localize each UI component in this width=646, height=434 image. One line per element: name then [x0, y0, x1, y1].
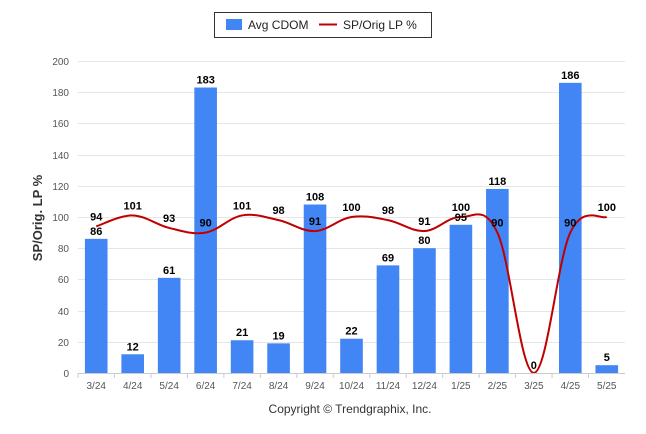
copyright-text: Copyright © Trendgraphix, Inc.	[269, 402, 432, 416]
line-data-label: 93	[163, 213, 175, 225]
data-labels: 86 12 61 183 21 19 108 22 69 80 95 118 0 186 5 94 101 93 9…	[90, 70, 616, 372]
x-tick-label: 2/25	[488, 381, 508, 392]
bar-avg-cdom[interactable]	[121, 354, 145, 373]
y-axis-ticks: 0 20 40 60 80 100 120 140 160 180 200	[52, 57, 69, 380]
line-data-label: 100	[342, 202, 360, 214]
bars	[84, 82, 619, 374]
bar-avg-cdom[interactable]	[303, 204, 327, 373]
x-tick-label: 3/25	[524, 381, 544, 392]
line-data-label: 101	[233, 200, 251, 212]
bar-data-label: 86	[90, 226, 102, 238]
legend[interactable]: Avg CDOM SP/Orig LP %	[214, 12, 432, 38]
y-tick-label: 100	[52, 213, 69, 224]
bar-avg-cdom[interactable]	[449, 224, 473, 373]
y-tick-label: 140	[52, 151, 69, 162]
y-tick-label: 200	[52, 57, 69, 68]
line-data-label: 98	[382, 205, 394, 217]
y-axis-title: SP/Orig. LP %	[30, 174, 45, 261]
legend-swatch-avg-cdom	[226, 19, 242, 30]
line-data-label: 90	[564, 218, 576, 230]
line-data-label: 101	[124, 200, 142, 212]
bar-avg-cdom[interactable]	[230, 340, 254, 373]
bar-data-label: 95	[455, 212, 467, 224]
bar-data-label: 22	[345, 326, 357, 338]
bar-avg-cdom[interactable]	[486, 188, 509, 373]
y-tick-label: 0	[63, 369, 69, 380]
bar-avg-cdom[interactable]	[340, 338, 363, 373]
legend-label-sp-orig-lp: SP/Orig LP %	[343, 18, 417, 32]
bar-data-label: 21	[236, 327, 248, 339]
bar-avg-cdom[interactable]	[413, 248, 436, 373]
bar-avg-cdom[interactable]	[84, 238, 108, 373]
legend-label-avg-cdom: Avg CDOM	[248, 18, 308, 32]
bar-data-label: 12	[127, 341, 139, 353]
y-tick-label: 80	[58, 244, 70, 255]
x-tick-label: 4/24	[123, 381, 143, 392]
bar-data-label: 61	[163, 265, 175, 277]
line-data-label: 98	[272, 205, 284, 217]
x-tick-label: 4/25	[561, 381, 581, 392]
x-tick-label: 12/24	[412, 381, 437, 392]
bar-data-label: 183	[196, 75, 214, 87]
bar-data-label: 118	[488, 176, 506, 188]
x-tick-label: 10/24	[339, 381, 364, 392]
y-tick-label: 40	[58, 307, 70, 318]
bar-data-label: 108	[306, 192, 324, 204]
x-tick-label: 8/24	[269, 381, 289, 392]
bar-avg-cdom[interactable]	[595, 365, 619, 373]
line-data-label: 91	[418, 216, 430, 228]
x-tick-label: 3/24	[86, 381, 106, 392]
x-tick-label: 5/24	[159, 381, 179, 392]
line-data-label: 100	[598, 202, 616, 214]
bar-avg-cdom[interactable]	[267, 343, 290, 373]
line-data-label: 100	[452, 202, 470, 214]
y-tick-label: 180	[52, 88, 69, 99]
line-data-label: 90	[200, 218, 212, 230]
bar-data-label: 19	[272, 330, 284, 342]
y-tick-label: 160	[52, 119, 69, 130]
x-tick-label: 11/24	[376, 381, 401, 392]
x-tick-label: 9/24	[305, 381, 325, 392]
bar-data-label: 80	[418, 235, 430, 247]
bar-data-label: 5	[604, 352, 610, 364]
x-tick-label: 7/24	[232, 381, 252, 392]
y-tick-label: 120	[52, 182, 69, 193]
bar-avg-cdom[interactable]	[558, 82, 582, 373]
y-tick-label: 60	[58, 275, 70, 286]
x-tick-label: 1/25	[451, 381, 471, 392]
line-data-label: 94	[90, 211, 103, 223]
bar-avg-cdom[interactable]	[157, 277, 181, 373]
bar-data-label: 0	[531, 360, 537, 372]
bar-data-label: 186	[561, 70, 579, 82]
x-tick-label: 5/25	[597, 381, 617, 392]
line-data-label: 90	[491, 218, 503, 230]
bar-data-label: 69	[382, 252, 394, 264]
bar-avg-cdom[interactable]	[376, 265, 400, 373]
bar-avg-cdom[interactable]	[194, 87, 217, 374]
x-tick-label: 6/24	[196, 381, 216, 392]
y-tick-label: 20	[58, 338, 70, 349]
x-axis-ticks: 3/24 4/24 5/24 6/24 7/24 8/24 9/24 10/24 11/24 12…	[77, 373, 625, 392]
line-data-label: 91	[309, 216, 321, 228]
